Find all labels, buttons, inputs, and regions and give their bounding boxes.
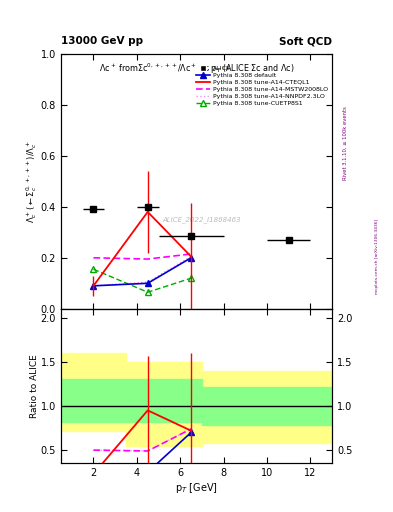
Text: ALICE_2022_I1868463: ALICE_2022_I1868463 <box>163 216 241 223</box>
Y-axis label: $\Lambda_c^+(\leftarrow\Sigma_c^{0,+,++})/\Lambda_c^+$: $\Lambda_c^+(\leftarrow\Sigma_c^{0,+,++}… <box>24 140 39 223</box>
Text: $\Lambda$c$^+$ from$\Sigma$c$^{0,+,++}$/$\Lambda$c$^+$ vs p$_T$ (ALICE $\Sigma$c: $\Lambda$c$^+$ from$\Sigma$c$^{0,+,++}$/… <box>99 61 294 76</box>
X-axis label: p$_T$ [GeV]: p$_T$ [GeV] <box>175 481 218 495</box>
Text: mcplots.cern.ch [arXiv:1306.3436]: mcplots.cern.ch [arXiv:1306.3436] <box>375 219 379 293</box>
Legend: ALICE, Pythia 8.308 default, Pythia 8.308 tune-A14-CTEQL1, Pythia 8.308 tune-A14: ALICE, Pythia 8.308 default, Pythia 8.30… <box>195 65 329 107</box>
Text: Soft QCD: Soft QCD <box>279 36 332 46</box>
Y-axis label: Ratio to ALICE: Ratio to ALICE <box>30 354 39 418</box>
Text: Rivet 3.1.10, ≥ 100k events: Rivet 3.1.10, ≥ 100k events <box>343 106 347 180</box>
Text: 13000 GeV pp: 13000 GeV pp <box>61 36 143 46</box>
